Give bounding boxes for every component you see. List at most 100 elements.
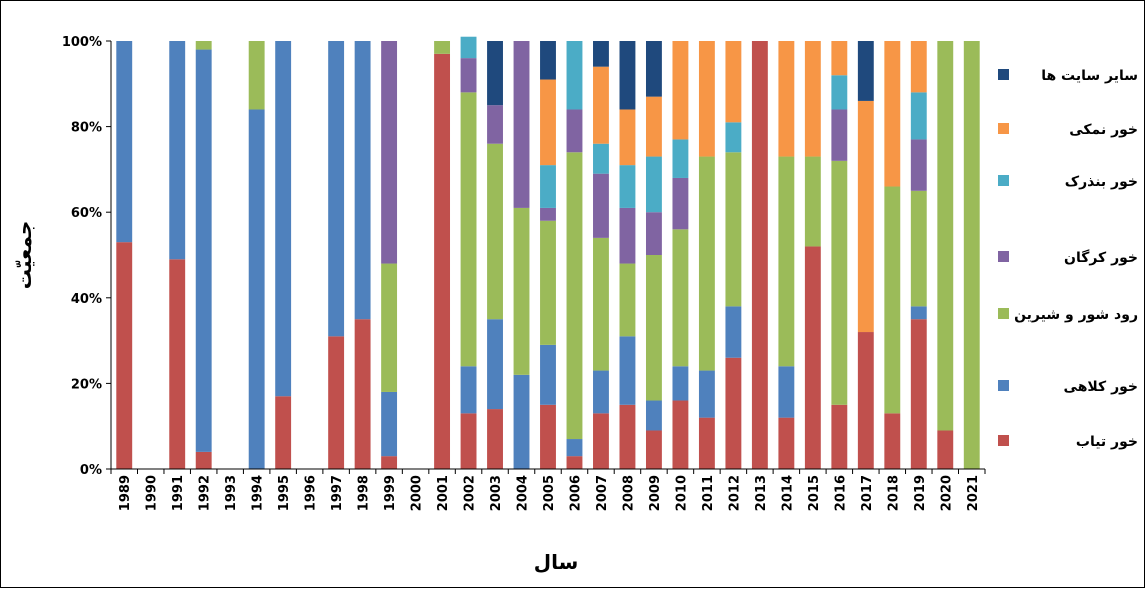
x-tick-label: 2012 bbox=[727, 475, 742, 511]
bar-segment-2009-series-6 bbox=[645, 96, 662, 157]
x-tick-labels: 1989 1990 1991 1992 1993 1994 1995 1996 1997 1998… bbox=[118, 475, 981, 511]
bar-segment-2005-series-6 bbox=[540, 79, 556, 166]
x-tick-label: 1997 bbox=[330, 475, 345, 511]
bar-segment-1994-series-3 bbox=[248, 41, 265, 110]
bar-segment-2004-series-2 bbox=[513, 374, 530, 469]
bar-segment-2007-series-3 bbox=[593, 237, 609, 371]
bar-segment-2010-series-1 bbox=[672, 400, 689, 469]
legend-label: خور بنذرک bbox=[1065, 174, 1138, 190]
bar-segment-2018-series-1 bbox=[884, 413, 901, 469]
bar-segment-1999-series-1 bbox=[381, 456, 398, 469]
bar-segment-2004-series-3 bbox=[513, 207, 530, 375]
bar-segment-2006-series-2 bbox=[566, 439, 583, 457]
bar-segment-2012-series-1 bbox=[725, 357, 742, 469]
legend-swatch bbox=[998, 251, 1009, 262]
bar-segment-2003-series-4 bbox=[487, 105, 503, 144]
bar-segment-1989-series-2 bbox=[116, 41, 133, 243]
bar-segment-1999-series-3 bbox=[381, 263, 398, 392]
bar-segment-2009-series-1 bbox=[645, 430, 662, 469]
bar-segment-2002-series-3 bbox=[460, 92, 477, 367]
x-tick-label: 2013 bbox=[754, 475, 769, 511]
bar-segment-2006-series-1 bbox=[566, 456, 583, 469]
bar-segment-2007-series-6 bbox=[593, 66, 609, 144]
bar-segment-2010-series-4 bbox=[672, 177, 689, 230]
legend-label: خور کرگان bbox=[1064, 249, 1138, 266]
bar-segment-2005-series-1 bbox=[540, 404, 556, 469]
bar-segment-2008-series-2 bbox=[619, 336, 636, 405]
bar-segment-2006-series-5 bbox=[566, 41, 583, 110]
bar-segment-2016-series-6 bbox=[831, 41, 848, 76]
x-tick-label: 2007 bbox=[595, 475, 610, 511]
bar-segment-2011-series-3 bbox=[698, 156, 715, 371]
bar-segment-2020-series-1 bbox=[937, 430, 954, 469]
legend-label: رود شور و شیرین bbox=[1014, 307, 1138, 323]
bar-segment-2017-series-1 bbox=[857, 332, 874, 469]
x-tick-label: 2010 bbox=[674, 475, 689, 511]
bar-segment-2003-series-2 bbox=[487, 319, 503, 410]
x-tick-label: 1992 bbox=[198, 475, 213, 511]
bar-segment-2016-series-3 bbox=[831, 160, 848, 405]
bar-segment-2007-series-7 bbox=[593, 41, 609, 67]
x-tick-label: 1994 bbox=[251, 475, 266, 511]
y-tick-labels: 0% 20% 40% 60% 80% 100% bbox=[62, 35, 102, 478]
bar-segment-2008-series-4 bbox=[619, 207, 636, 264]
x-tick-label: 2008 bbox=[621, 475, 636, 511]
x-tick-label: 2004 bbox=[516, 475, 531, 511]
bar-segment-2002-series-1 bbox=[460, 413, 477, 469]
x-axis-title: سال bbox=[534, 550, 579, 574]
x-tick-label: 1999 bbox=[383, 475, 398, 511]
bar-segment-2007-series-4 bbox=[593, 173, 609, 238]
x-tick-label: 2003 bbox=[489, 475, 504, 511]
x-tick-label: 1993 bbox=[224, 475, 239, 511]
bar-segment-2001-series-1 bbox=[434, 53, 451, 470]
bar-segment-2005-series-4 bbox=[540, 207, 556, 221]
bar-segment-2019-series-5 bbox=[910, 92, 927, 140]
legend-swatch bbox=[998, 175, 1009, 186]
axes-layer bbox=[106, 40, 986, 474]
x-tick-label: 1989 bbox=[118, 475, 133, 511]
bar-segment-2002-series-2 bbox=[460, 366, 477, 414]
bars-layer bbox=[116, 36, 980, 470]
bar-segment-2006-series-3 bbox=[566, 152, 583, 440]
y-tick-label: 20% bbox=[71, 377, 102, 392]
bar-segment-1995-series-1 bbox=[275, 396, 292, 469]
bar-segment-2019-series-6 bbox=[910, 41, 927, 93]
x-tick-label: 2001 bbox=[436, 475, 451, 511]
bar-segment-1998-series-1 bbox=[354, 319, 371, 469]
x-tick-label: 1998 bbox=[357, 475, 372, 511]
legend-swatch bbox=[998, 380, 1009, 391]
bar-segment-2008-series-7 bbox=[619, 41, 636, 110]
bar-segment-1998-series-2 bbox=[354, 41, 371, 320]
bar-segment-2002-series-5 bbox=[460, 36, 477, 59]
bar-segment-2015-series-3 bbox=[804, 156, 821, 247]
x-tick-label: 2014 bbox=[780, 475, 795, 511]
y-tick-label: 60% bbox=[71, 206, 102, 221]
x-tick-label: 1990 bbox=[145, 475, 160, 511]
bar-segment-2013-series-1 bbox=[751, 41, 768, 469]
bar-segment-2005-series-2 bbox=[540, 344, 556, 405]
bar-segment-2003-series-3 bbox=[487, 143, 503, 320]
bar-segment-2012-series-6 bbox=[725, 41, 742, 123]
legend-label: سایر سایت ها bbox=[1041, 68, 1138, 84]
bar-segment-2012-series-3 bbox=[725, 152, 742, 307]
bar-segment-1994-series-2 bbox=[248, 109, 265, 469]
bar-segment-2005-series-7 bbox=[540, 41, 556, 80]
legend-swatch bbox=[998, 308, 1009, 319]
x-tick-label: 1991 bbox=[171, 475, 186, 511]
x-tick-label: 2017 bbox=[860, 475, 875, 511]
bar-segment-2006-series-4 bbox=[566, 109, 583, 153]
bar-segment-1999-series-4 bbox=[381, 41, 398, 264]
x-tick-label: 2018 bbox=[886, 475, 901, 511]
bar-segment-1997-series-1 bbox=[328, 336, 345, 469]
bar-segment-2018-series-3 bbox=[884, 186, 901, 414]
legend-swatch bbox=[998, 69, 1009, 80]
bar-segment-2017-series-7 bbox=[857, 41, 874, 101]
bar-segment-2003-series-7 bbox=[487, 41, 503, 106]
y-tick-label: 80% bbox=[71, 121, 102, 136]
bar-segment-2019-series-2 bbox=[910, 306, 927, 320]
bar-segment-2009-series-7 bbox=[645, 41, 662, 97]
bar-segment-2015-series-1 bbox=[804, 246, 821, 469]
legend-swatch bbox=[998, 123, 1009, 134]
bar-segment-2009-series-5 bbox=[645, 156, 662, 213]
